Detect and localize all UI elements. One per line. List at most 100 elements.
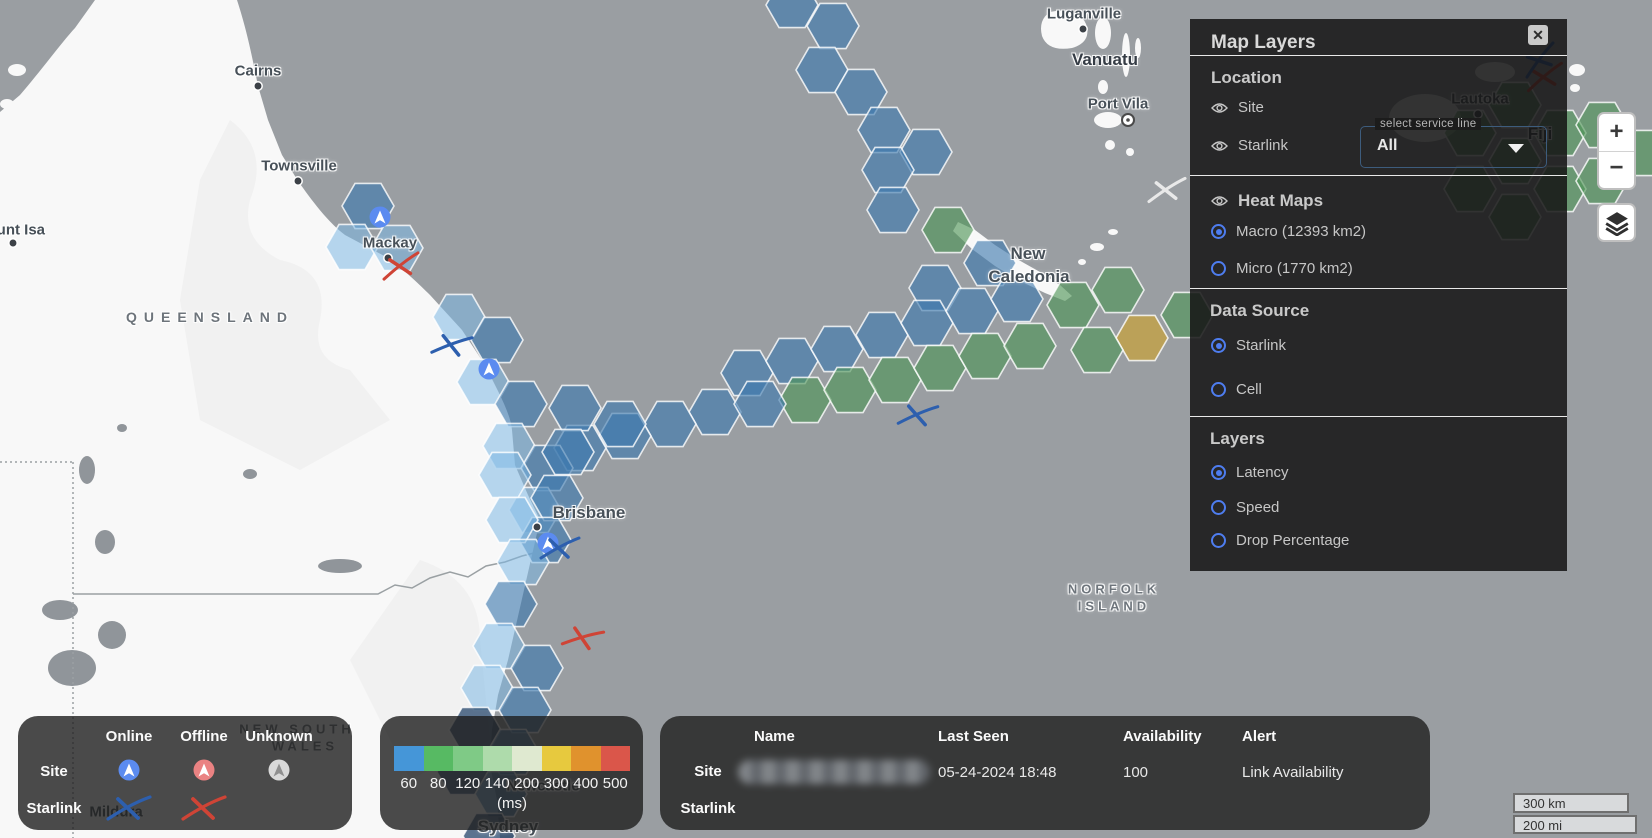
hex-cell[interactable] [765,0,819,29]
hex-cell[interactable] [921,206,975,254]
latency-unit: (ms) [497,795,527,812]
starlink-marker[interactable] [381,251,422,281]
radio-icon[interactable] [1211,338,1226,353]
map-label: NORFOLK [1067,581,1161,597]
hex-cell[interactable] [913,344,967,392]
colorbar-tick: 400 [573,775,599,792]
radio-starlink-source[interactable]: Starlink [1211,337,1286,354]
location-item-site[interactable]: Site [1211,99,1264,116]
radio-cell-source[interactable]: Cell [1211,381,1262,398]
hex-cell[interactable] [1115,314,1169,362]
layers-icon [1604,211,1629,236]
hex-cell[interactable] [496,538,550,586]
close-icon[interactable]: ✕ [1528,25,1548,45]
hex-cell[interactable] [823,366,877,414]
hex-cell[interactable] [1091,266,1145,314]
info-table-panel: Name Last Seen Availability Alert Site 0… [660,716,1430,830]
hex-cell[interactable] [548,384,602,432]
legend-row-site: Site [40,763,68,780]
colorbar-tick: 80 [429,775,447,792]
colorbar-tick: 500 [602,775,628,792]
starlink-marker[interactable] [560,624,606,651]
status-legend-panel: Online Offline Unknown Site Starlink [18,716,352,830]
map-label: Vanuatu [1071,50,1139,69]
legend-icons [106,759,290,821]
hex-cell[interactable] [325,223,379,271]
starlink-marker[interactable] [539,536,581,560]
hex-cell[interactable] [958,332,1012,380]
last-seen-value: 05-24-2024 18:48 [938,764,1057,781]
site-marker[interactable] [478,358,500,380]
hex-cell[interactable] [510,644,564,692]
colorbar-tick: 200 [514,775,540,792]
col-last-seen: Last Seen [938,728,1009,745]
hex-cell[interactable] [733,380,787,428]
hex-cell[interactable] [810,325,864,373]
hex-cell[interactable] [494,380,548,428]
radio-icon[interactable] [1211,261,1226,276]
hex-cell[interactable] [855,311,909,359]
starlink-marker[interactable] [430,332,474,357]
scale-km: 300 km [1513,793,1629,813]
zoom-in-button[interactable]: + [1609,118,1624,145]
radio-label: Latency [1236,464,1289,481]
hex-cell[interactable] [484,580,538,628]
map-label: QUEENSLAND [125,309,295,325]
colorbar-tick: 140 [484,775,510,792]
location-section-title: Location [1211,68,1282,87]
hex-cell[interactable] [541,428,595,476]
radio-micro[interactable]: Micro (1770 km2) [1211,260,1353,277]
legend-col-unknown: Unknown [245,728,313,745]
starlink-marker[interactable] [896,403,940,427]
hex-cell[interactable] [688,388,742,436]
location-item-label: Starlink [1238,137,1289,154]
map-label: Mackay [362,234,418,252]
legend-col-online: Online [105,728,153,745]
starlink-marker[interactable] [1147,176,1187,204]
latency-colorbar [394,746,630,771]
radio-drop-percentage[interactable]: Drop Percentage [1211,532,1349,549]
legend-row-starlink: Starlink [26,800,82,817]
hex-cell[interactable] [866,186,920,234]
layers-section-title: Layers [1210,429,1265,448]
radio-icon[interactable] [1211,382,1226,397]
row-label: Site [694,763,722,780]
map-label: ISLAND [1077,598,1151,614]
radio-macro[interactable]: Macro (12393 km2) [1211,223,1366,240]
site-marker[interactable] [537,532,559,554]
service-line-select[interactable]: select service line All [1360,118,1547,168]
availability-value: 100 [1123,764,1149,781]
hex-cell[interactable] [593,400,647,448]
hex-cell[interactable] [806,2,860,50]
map-label: New [1010,244,1046,263]
radio-latency[interactable]: Latency [1211,464,1289,481]
hex-cell[interactable] [530,474,584,522]
hex-cell[interactable] [643,400,697,448]
colorbar-segment [571,746,601,771]
hex-cell[interactable] [1003,322,1057,370]
hex-cell[interactable] [868,356,922,404]
hex-cell[interactable] [470,316,524,364]
radio-icon[interactable] [1211,465,1226,480]
radio-icon[interactable] [1211,533,1226,548]
heatmaps-section-header[interactable]: Heat Maps [1211,191,1323,211]
layers-control-button[interactable] [1597,203,1636,242]
hex-cell[interactable] [990,275,1044,323]
colorbar-segment [512,746,542,771]
map-label: Luganville [1046,5,1122,23]
service-line-value: All [1377,137,1398,154]
radio-icon[interactable] [1211,224,1226,239]
radio-label: Macro (12393 km2) [1236,223,1367,240]
map-label: Caledonia [988,267,1070,286]
radio-speed[interactable]: Speed [1211,499,1279,516]
colorbar-segment [453,746,483,771]
colorbar-segment [541,746,571,771]
colorbar-segment [423,746,453,771]
radio-icon[interactable] [1211,500,1226,515]
zoom-out-button[interactable]: − [1609,154,1624,181]
site-marker[interactable] [369,206,391,228]
row-label: Starlink [680,800,736,817]
hex-cell[interactable] [1070,326,1124,374]
location-item-starlink[interactable]: Starlink [1211,137,1288,154]
